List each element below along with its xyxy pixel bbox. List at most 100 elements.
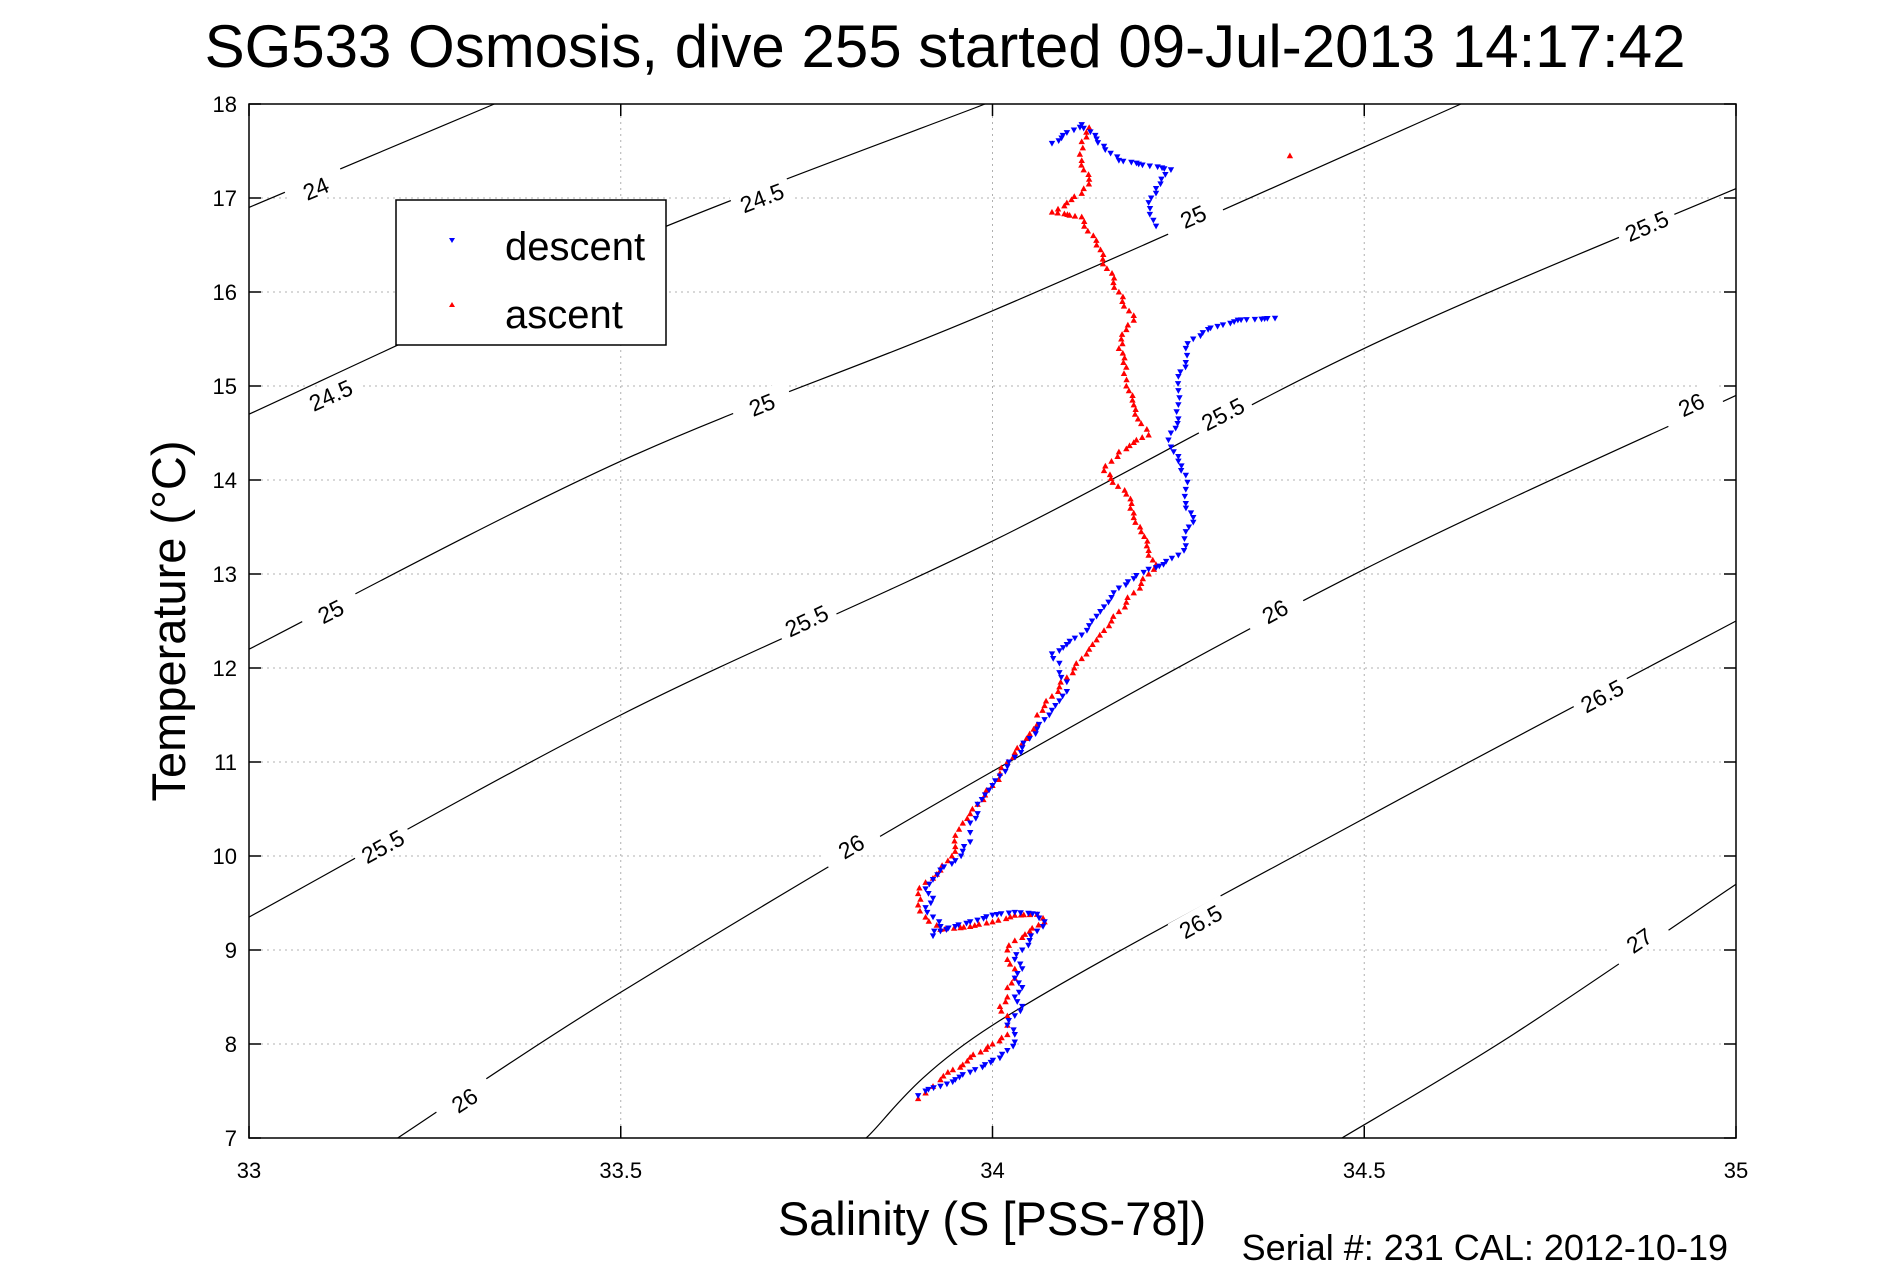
descent-series	[914, 122, 1279, 1099]
ascent-point	[1286, 152, 1294, 159]
descent-point	[1048, 651, 1056, 658]
ascent-point	[1120, 302, 1128, 309]
ascent-point	[1026, 730, 1033, 737]
ascent-point	[1071, 664, 1078, 671]
descent-point	[1102, 147, 1109, 154]
ascent-point	[1011, 965, 1019, 972]
descent-point	[925, 1086, 932, 1093]
ascent-point	[1054, 209, 1061, 216]
ascent-point	[1002, 998, 1009, 1005]
descent-point	[1214, 323, 1221, 330]
ascent-point	[1100, 251, 1107, 257]
ascent-point	[1042, 697, 1050, 704]
ascent-point	[1109, 479, 1116, 485]
descent-point	[957, 853, 965, 860]
ascent-point	[916, 884, 923, 891]
ascent-point	[966, 810, 974, 817]
contour-label-bg	[1167, 894, 1233, 947]
ascent-point	[1115, 288, 1123, 295]
descent-point	[1088, 618, 1096, 625]
descent-point	[1014, 970, 1021, 977]
ascent-point	[1131, 411, 1139, 417]
y-tick-label: 8	[225, 1032, 237, 1057]
descent-point	[1182, 345, 1190, 352]
descent-point	[914, 1093, 922, 1099]
descent-point	[1147, 195, 1155, 202]
ascent-point	[1110, 613, 1117, 619]
descent-point	[1182, 486, 1190, 493]
ascent-point	[1035, 921, 1042, 928]
ascent-point	[1011, 937, 1019, 944]
ascent-point	[1118, 335, 1125, 342]
descent-point	[937, 1083, 944, 1090]
ascent-point	[950, 924, 958, 931]
y-tick-label: 17	[213, 186, 237, 211]
ascent-point	[1014, 744, 1021, 751]
descent-point	[1264, 316, 1271, 322]
ascent-point	[1115, 448, 1123, 455]
descent-point	[1039, 923, 1047, 930]
ascent-point	[1145, 552, 1152, 558]
descent-point	[1182, 364, 1189, 371]
ascent-point	[1078, 213, 1085, 220]
descent-point	[1004, 1022, 1011, 1029]
ascent-point	[1099, 255, 1106, 262]
ascent-point	[1081, 223, 1088, 229]
descent-point	[1168, 555, 1176, 562]
descent-point	[978, 797, 986, 803]
ascent-point	[1115, 345, 1123, 351]
descent-point	[926, 881, 933, 888]
ascent-point	[1039, 914, 1047, 921]
ascent-point	[1028, 924, 1036, 931]
contour-label-bg	[1241, 584, 1308, 637]
descent-point	[1041, 919, 1048, 925]
ascent-point	[1085, 180, 1093, 187]
descent-point	[1056, 648, 1063, 654]
descent-point	[1157, 181, 1164, 188]
y-tick-label: 14	[213, 468, 237, 493]
descent-point	[1182, 472, 1190, 479]
descent-point	[1100, 143, 1108, 150]
ascent-point	[1004, 956, 1011, 962]
descent-point	[1154, 164, 1161, 171]
descent-point	[1076, 124, 1084, 131]
descent-point	[1175, 374, 1182, 380]
ascent-point	[1127, 505, 1134, 511]
contour-label-bg	[282, 164, 349, 212]
descent-point	[1182, 529, 1190, 535]
contour-label-bg	[297, 370, 364, 419]
ascent-point	[1114, 483, 1122, 489]
ascent-point	[1004, 1031, 1011, 1038]
contour-label-bg	[818, 819, 884, 873]
ascent-point	[969, 1051, 977, 1058]
ascent-point	[1132, 519, 1139, 525]
ascent-point	[1144, 537, 1151, 544]
ascent-point	[1084, 227, 1092, 234]
y-tick-label: 18	[213, 92, 237, 117]
descent-point	[966, 919, 974, 925]
descent-point	[937, 928, 944, 935]
ascent-point	[1119, 293, 1127, 300]
descent-point	[1059, 693, 1066, 700]
descent-point	[1227, 320, 1234, 327]
ascent-point	[1085, 171, 1092, 178]
ascent-point	[1110, 279, 1117, 286]
ascent-point	[1096, 631, 1103, 638]
descent-point	[1243, 317, 1250, 323]
ascent-point	[1004, 984, 1011, 991]
descent-point	[1175, 552, 1182, 559]
descent-point	[993, 911, 1001, 918]
ascent-point	[1054, 205, 1062, 212]
density-contour-27	[1341, 883, 1737, 1139]
contour-label-bg	[1569, 669, 1635, 721]
descent-point	[1175, 402, 1182, 408]
ascent-point	[1138, 434, 1146, 440]
ascent-point	[1030, 725, 1037, 732]
ascent-point	[1124, 594, 1131, 601]
ascent-point	[1078, 190, 1085, 196]
descent-point	[1055, 138, 1062, 144]
descent-point	[1251, 316, 1259, 323]
ascent-point	[1004, 1012, 1011, 1019]
ascent-point	[1048, 208, 1056, 215]
descent-point	[1152, 186, 1160, 192]
